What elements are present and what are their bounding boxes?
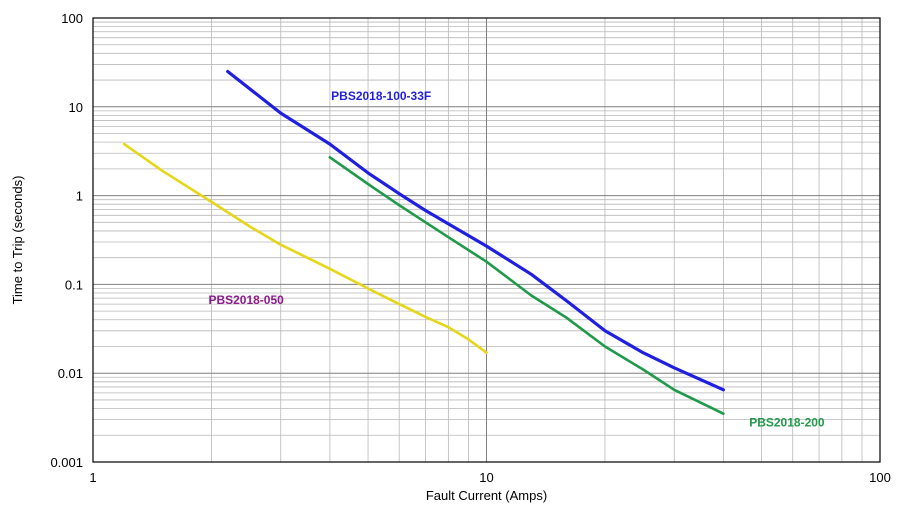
x-tick-labels: 1 10 100 [89,470,890,485]
series-label-pbs2018-050: PBS2018-050 [208,293,284,307]
y-axis-title: Time to Trip (seconds) [10,176,25,305]
series-line-pbs2018-200 [328,156,725,416]
x-tick-label: 100 [869,470,891,485]
x-tick-label: 10 [479,470,493,485]
y-tick-label: 100 [61,11,83,26]
series-label-pbs2018-100-33f: PBS2018-100-33F [331,89,431,103]
y-tick-label: 1 [76,189,83,204]
y-tick-label: 0.001 [50,455,83,470]
series-line-pbs2018-050 [122,142,488,355]
series-line-pbs2018-100-33f [226,69,726,392]
series-label-pbs2018-200: PBS2018-200 [749,416,825,430]
y-tick-label: 10 [69,100,83,115]
x-axis-title: Fault Current (Amps) [426,488,547,503]
series-lines [122,69,726,416]
y-tick-label: 0.1 [65,277,83,292]
series-labels: PBS2018-100-33F PBS2018-200 PBS2018-050 [208,89,824,430]
plot-frame [92,17,881,463]
y-tick-label: 0.01 [58,366,83,381]
y-tick-labels: 100 10 1 0.1 0.01 0.001 [50,11,83,470]
x-tick-label: 1 [89,470,96,485]
